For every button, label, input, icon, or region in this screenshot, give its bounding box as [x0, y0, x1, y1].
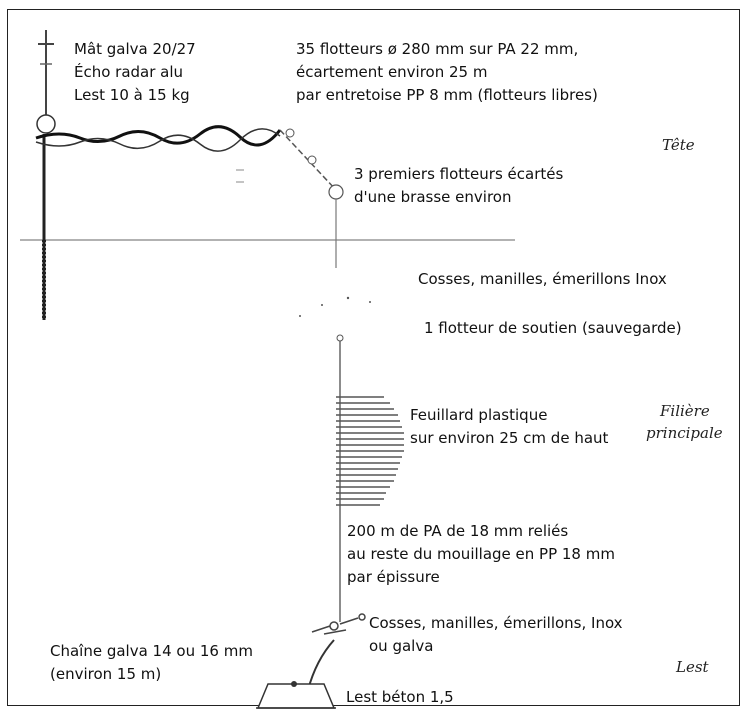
mast-label-line: Écho radar alu: [74, 63, 184, 81]
chain-icon: [307, 639, 335, 691]
support-float-label: 1 flotteur de soutien (sauvegarde): [424, 319, 682, 337]
section-filiere: Filière principale: [646, 400, 723, 444]
first-floats-label: 3 premiers flotteurs écartés d'une brass…: [354, 163, 563, 209]
section-lest: Lest: [676, 658, 709, 676]
mast-label-line: Lest 10 à 15 kg: [74, 86, 190, 104]
diagram-frame: [7, 9, 740, 706]
float-line-icon: [35, 125, 344, 268]
main-line-label-line: au reste du mouillage en PP 18 mm: [347, 545, 615, 563]
feuillard-label-line: Feuillard plastique: [410, 406, 548, 424]
mast-label-line: Mât galva 20/27: [74, 40, 196, 58]
chain-label: Chaîne galva 14 ou 16 mm (environ 15 m): [50, 640, 253, 686]
section-filiere-line: Filière: [660, 402, 710, 420]
concrete-weight-icon: [256, 681, 336, 709]
shackles-top-label: Cosses, manilles, émerillons Inox: [418, 270, 667, 288]
feuillard-label: Feuillard plastique sur environ 25 cm de…: [410, 404, 608, 450]
main-line-label-line: par épissure: [347, 568, 440, 586]
chain-label-line: (environ 15 m): [50, 665, 162, 683]
main-line-label-line: 200 m de PA de 18 mm reliés: [347, 522, 569, 540]
shackles-bottom-label-line: Cosses, manilles, émerillons, Inox: [369, 614, 623, 632]
link-dots: [299, 296, 371, 317]
feuillard-label-line: sur environ 25 cm de haut: [410, 429, 609, 447]
shackle-icon: [311, 613, 366, 635]
floats-label-line: 35 flotteurs ø 280 mm sur PA 22 mm,: [296, 40, 579, 58]
support-float-icon: [336, 334, 344, 342]
mast-label: Mât galva 20/27 Écho radar alu Lest 10 à…: [74, 38, 196, 107]
section-filiere-line: principale: [646, 424, 723, 442]
shackles-bottom-label: Cosses, manilles, émerillons, Inox ou ga…: [369, 612, 623, 658]
chain-label-line: Chaîne galva 14 ou 16 mm: [50, 642, 253, 660]
concrete-weight-label: Lest béton 1,5: [346, 688, 454, 706]
floats-label: 35 flotteurs ø 280 mm sur PA 22 mm, écar…: [296, 38, 598, 107]
main-line-label: 200 m de PA de 18 mm reliés au reste du …: [347, 520, 615, 589]
first-floats-label-line: d'une brasse environ: [354, 188, 512, 206]
section-tete: Tête: [662, 136, 695, 154]
floats-label-line: par entretoise PP 8 mm (flotteurs libres…: [296, 86, 598, 104]
shackles-bottom-label-line: ou galva: [369, 637, 434, 655]
feuillard-icon: [336, 396, 404, 506]
floats-label-line: écartement environ 25 m: [296, 63, 488, 81]
first-floats-label-line: 3 premiers flotteurs écartés: [354, 165, 564, 183]
mast-icon: [36, 30, 56, 320]
